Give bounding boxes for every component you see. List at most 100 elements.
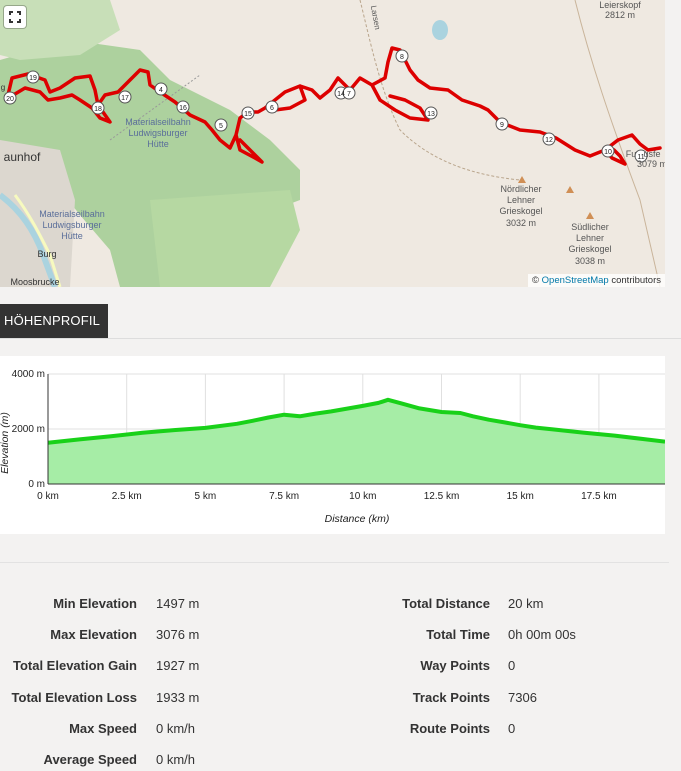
waypoint-number: 9	[500, 122, 504, 129]
stat-label: Track Points	[412, 690, 490, 705]
peak-elevation: 2812 m	[605, 10, 635, 20]
stat-label: Way Points	[420, 658, 490, 673]
waypoint-marker[interactable]	[342, 86, 356, 100]
waypoint-number: 16	[179, 105, 187, 112]
waypoint-marker[interactable]	[26, 70, 40, 84]
elevation-chart-svg: 0 km 2.5 km 5 km 7.5 km 10 km 12.5 km 15 km 17.…	[0, 369, 666, 525]
waypoint-number: 14	[337, 91, 345, 98]
map-tiles: 20 19 18 17 4 16 5 15 6 14 7 8 13 9 12 1…	[0, 0, 665, 287]
stat-value: 0 km/h	[156, 721, 196, 736]
copyright-symbol: ©	[532, 275, 539, 286]
poi-label: Ludwigsburger	[128, 128, 187, 138]
waypoint-number: 20	[6, 96, 14, 103]
place-label: Moosbrucke	[10, 277, 59, 287]
y-axis-label: Elevation (m)	[0, 412, 11, 474]
waypoint-marker[interactable]	[424, 106, 438, 120]
stat-value: 0	[508, 721, 516, 736]
waypoint-marker[interactable]	[154, 82, 168, 96]
place-label: g	[1, 83, 5, 92]
waypoint-numbers: 20 19 18 17 4 16 5 15 6 14 7 8 13 9 12 1…	[6, 54, 645, 161]
waypoint-markers[interactable]	[3, 49, 648, 163]
stat-label: Max Elevation	[50, 627, 137, 642]
x-tick-label: 10 km	[349, 491, 376, 502]
lake	[432, 20, 448, 40]
waypoint-marker[interactable]	[542, 132, 556, 146]
x-tick-label: 15 km	[507, 491, 534, 502]
waypoint-marker[interactable]	[395, 49, 409, 63]
poi-label: Materialseilbahn	[125, 117, 191, 127]
stat-label: Min Elevation	[53, 596, 137, 611]
waypoint-number: 13	[427, 111, 435, 118]
peak-label: Südlicher	[571, 222, 609, 232]
waypoint-marker[interactable]	[91, 101, 105, 115]
waypoint-number: 11	[637, 154, 644, 161]
stat-value: 7306	[508, 690, 537, 705]
place-label: Burg	[37, 249, 56, 259]
x-tick-label: 5 km	[195, 491, 217, 502]
waypoint-marker[interactable]	[601, 144, 615, 158]
elevation-area	[48, 399, 665, 484]
elevation-line	[47, 397, 666, 445]
waypoint-marker[interactable]	[176, 100, 190, 114]
waypoint-number: 5	[219, 123, 223, 130]
peak-elevation: 3079 m	[637, 159, 665, 169]
peak-label: Nördlicher	[500, 184, 541, 194]
main-road	[13, 194, 62, 287]
stat-value: 1927 m	[156, 658, 200, 673]
stat-label: Route Points	[409, 721, 490, 736]
waypoint-marker[interactable]	[265, 100, 279, 114]
peak-label: Grieskogel	[568, 244, 611, 254]
stat-value: 1497 m	[156, 596, 200, 611]
waypoint-number: 8	[400, 54, 404, 61]
x-axis-label: Distance (km)	[325, 513, 390, 525]
stat-label: Max Speed	[69, 721, 137, 736]
waypoint-number: 18	[94, 106, 102, 113]
waypoint-number: 19	[29, 75, 37, 82]
cable-line	[109, 74, 201, 141]
peak-label: Grieskogel	[499, 206, 542, 216]
peak-marker	[518, 176, 526, 183]
village-label: aunhof	[4, 150, 41, 164]
stat-value: 0h 00m 00s	[508, 627, 576, 642]
poi-label: Hütte	[147, 139, 169, 149]
waypoint-marker[interactable]	[495, 117, 509, 131]
waypoint-marker[interactable]	[3, 91, 17, 105]
peak-label: Lehner	[576, 233, 604, 243]
divider	[0, 562, 669, 563]
ridge-line	[574, 0, 661, 287]
road-label: Larsen	[369, 5, 382, 31]
map-labels: Leierskopf 2812 m Materialseilbahn Ludwi…	[1, 0, 665, 287]
stat-value: 0 km/h	[156, 752, 196, 767]
meadow-area	[0, 0, 120, 60]
river	[0, 192, 58, 287]
stat-label: Total Distance	[402, 596, 490, 611]
map-attribution: © OpenStreetMap contributors	[528, 274, 665, 287]
peak-label: usfe	[643, 149, 660, 159]
fullscreen-button[interactable]	[4, 6, 26, 28]
tab-elevation-profile[interactable]: HÖHENPROFIL	[0, 304, 109, 338]
peak-label: Lehner	[507, 195, 535, 205]
fullscreen-icon	[9, 11, 21, 23]
waypoint-number: 15	[244, 111, 252, 118]
waypoint-number: 4	[159, 87, 163, 94]
waypoint-number: 6	[270, 105, 274, 112]
peak-label: Leierskopf	[599, 0, 641, 10]
waypoint-marker[interactable]	[241, 106, 255, 120]
waypoint-marker[interactable]	[214, 118, 228, 132]
stat-label: Total Elevation Loss	[11, 690, 137, 705]
waypoint-number: 12	[545, 137, 553, 144]
settlement-area	[0, 140, 75, 287]
waypoint-number: 10	[604, 149, 612, 156]
route-map[interactable]: 20 19 18 17 4 16 5 15 6 14 7 8 13 9 12 1…	[0, 0, 665, 287]
osm-link[interactable]: OpenStreetMap	[541, 275, 609, 286]
route-track[interactable]	[6, 46, 662, 166]
waypoint-marker[interactable]	[634, 149, 648, 163]
x-tick-label: 0 km	[37, 491, 59, 502]
poi-label: Materialseilbahn	[39, 209, 105, 219]
stat-value: 3076 m	[156, 627, 200, 642]
waypoint-marker[interactable]	[118, 90, 132, 104]
poi-label: Hütte	[61, 231, 83, 241]
stat-label: Total Time	[426, 627, 490, 642]
elevation-chart[interactable]: 0 km 2.5 km 5 km 7.5 km 10 km 12.5 km 15 km 17.…	[0, 356, 666, 534]
stat-label: Average Speed	[43, 752, 137, 767]
